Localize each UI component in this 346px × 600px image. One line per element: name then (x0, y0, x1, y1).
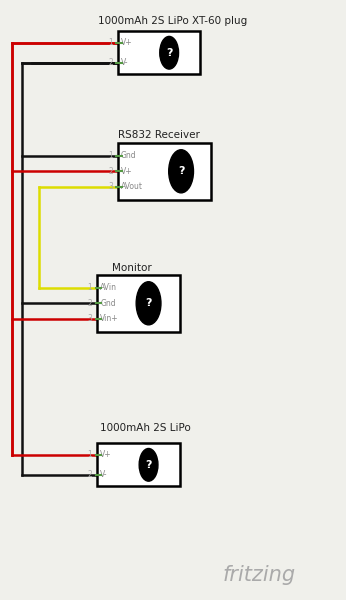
Text: V+: V+ (100, 451, 112, 460)
Text: 1000mAh 2S LiPo: 1000mAh 2S LiPo (100, 422, 191, 433)
Text: ?: ? (178, 166, 184, 176)
FancyBboxPatch shape (98, 275, 180, 332)
Circle shape (139, 448, 158, 481)
Text: V+: V+ (121, 167, 133, 176)
Circle shape (169, 150, 193, 193)
FancyBboxPatch shape (118, 143, 211, 200)
Text: Gnd: Gnd (121, 151, 136, 160)
Text: 2: 2 (88, 299, 92, 308)
FancyBboxPatch shape (118, 31, 200, 74)
Text: AVout: AVout (121, 182, 143, 191)
Text: V+: V+ (121, 38, 133, 47)
FancyBboxPatch shape (98, 443, 180, 487)
Text: 3: 3 (88, 314, 92, 323)
Text: Vin+: Vin+ (100, 314, 119, 323)
Text: 2: 2 (108, 58, 113, 67)
Text: 1: 1 (108, 38, 113, 47)
Text: RS832 Receiver: RS832 Receiver (118, 130, 200, 140)
Text: Gnd: Gnd (100, 299, 116, 308)
Text: 1: 1 (88, 451, 92, 460)
Text: ?: ? (145, 298, 152, 308)
Text: 1: 1 (108, 151, 113, 160)
Circle shape (160, 37, 179, 69)
Text: ?: ? (166, 48, 172, 58)
Text: ?: ? (145, 460, 152, 470)
Text: V-: V- (100, 470, 108, 479)
Text: 1: 1 (88, 283, 92, 292)
Text: 1000mAh 2S LiPo XT-60 plug: 1000mAh 2S LiPo XT-60 plug (98, 16, 248, 26)
Text: 2: 2 (88, 470, 92, 479)
Text: 2: 2 (108, 167, 113, 176)
Text: Monitor: Monitor (112, 263, 152, 273)
Circle shape (136, 282, 161, 325)
Text: V-: V- (121, 58, 128, 67)
Text: fritzing: fritzing (222, 565, 295, 586)
Text: 3: 3 (108, 182, 113, 191)
Text: AVin: AVin (100, 283, 117, 292)
